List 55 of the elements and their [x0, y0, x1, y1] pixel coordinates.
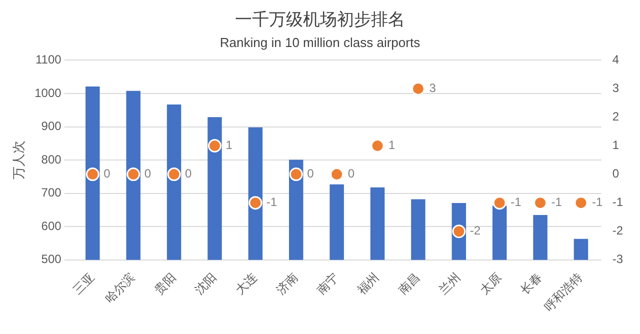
point [167, 168, 181, 182]
point [86, 168, 100, 182]
data-label: -2 [470, 224, 481, 238]
y-tick-label: 700 [41, 186, 62, 200]
data-label: 0 [348, 166, 355, 181]
y-tick-label: 500 [41, 252, 62, 266]
x-tick-label: 三亚 [70, 270, 97, 298]
data-label: -1 [266, 195, 278, 210]
point [248, 196, 262, 210]
y2-tick-label: -1 [612, 195, 624, 210]
x-tick-label: 沈阳 [192, 270, 220, 298]
y2-tick-label: 3 [612, 81, 620, 96]
data-label: 0 [104, 166, 111, 181]
x-tick-label: 济南 [274, 270, 300, 298]
data-label: 1 [226, 138, 233, 152]
data-label: -1 [592, 195, 603, 210]
data-label: 0 [185, 166, 192, 181]
x-tick-label: 大连 [232, 270, 260, 298]
y-tick-label: 800 [41, 152, 62, 166]
y-tick-label: 600 [41, 218, 62, 233]
point [126, 168, 140, 182]
data-label: 0 [144, 166, 152, 181]
data-label: 0 [307, 166, 314, 181]
x-tick-label: 贵阳 [151, 270, 178, 298]
y-tick-label: 900 [41, 119, 62, 134]
data-label: 1 [388, 138, 396, 152]
point [534, 196, 548, 210]
y2-tick-label: -3 [612, 252, 624, 266]
data-label: 3 [429, 81, 436, 96]
data-label: -1 [510, 195, 522, 210]
x-tick-label: 南宁 [314, 270, 342, 298]
point [330, 168, 344, 182]
point [370, 139, 384, 153]
x-tick-label: 兰州 [436, 270, 464, 298]
y-axis-title: 万人次 [12, 140, 28, 180]
data-label: -1 [551, 195, 562, 210]
y-tick-label: 1000 [34, 86, 62, 100]
y2-tick-label: -2 [612, 224, 624, 238]
y2-tick-label: 4 [612, 52, 620, 67]
x-tick-label: 哈尔滨 [102, 270, 138, 306]
y2-tick-label: 1 [612, 138, 620, 152]
point [208, 139, 222, 153]
point [411, 82, 425, 96]
y2-tick-label: 0 [612, 166, 620, 181]
point [289, 168, 303, 182]
point [492, 196, 506, 210]
chart-title: 一千万级机场初步排名 [234, 9, 406, 31]
y2-tick-label: 2 [612, 110, 620, 124]
x-tick-label: 福州 [354, 270, 382, 298]
x-tick-label: 太原 [477, 270, 504, 298]
point [452, 224, 466, 238]
x-tick-label: 南昌 [396, 270, 423, 298]
chart-subtitle: Ranking in 10 million class airports [218, 35, 422, 50]
point [574, 196, 588, 210]
y-tick-label: 1100 [35, 52, 62, 67]
